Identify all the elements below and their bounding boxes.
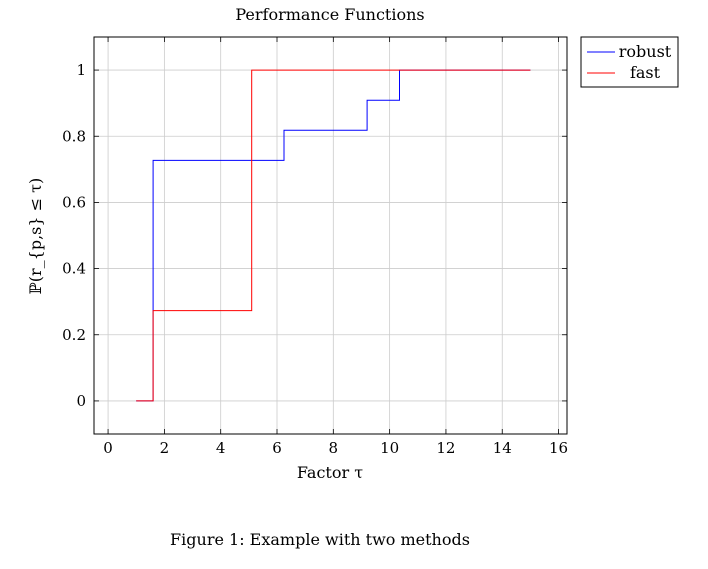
x-tick-label: 4 [216,439,226,457]
series-layer [136,69,531,402]
y-tick-label: 1 [76,61,86,79]
grid-lines [94,37,567,434]
series-line-fast [136,69,531,402]
legend-box [580,36,679,88]
x-tick-label: 0 [103,439,113,457]
x-tick-label: 2 [160,439,170,457]
y-tick-label: 0.2 [62,326,86,344]
x-axis-label: Factor τ [297,463,363,482]
x-tick-label: 14 [493,439,512,457]
x-tick-label: 6 [272,439,282,457]
y-axis-ticks: 0 0.2 0.4 0.6 0.8 1 [62,61,567,410]
x-axis-ticks: 0 2 4 6 8 10 12 14 16 [103,37,568,457]
y-tick-label: 0 [76,392,86,410]
x-tick-label: 8 [329,439,339,457]
x-tick-label: 12 [436,439,455,457]
y-axis-label: ℙ(r_{p,s} ≤ τ) [26,178,45,295]
legend-label-fast: fast [630,63,661,82]
figure-caption: Figure 1: Example with two methods [170,530,470,549]
x-tick-label: 16 [549,439,568,457]
y-tick-label: 0.8 [62,127,86,145]
chart-title: Performance Functions [235,5,424,24]
y-tick-label: 0.4 [62,260,86,278]
y-tick-label: 0.6 [62,193,86,211]
plot-area [93,36,568,435]
x-tick-label: 10 [380,439,399,457]
series-line-robust [136,69,531,402]
legend: robust fast [580,36,679,88]
legend-label-robust: robust [619,42,672,61]
